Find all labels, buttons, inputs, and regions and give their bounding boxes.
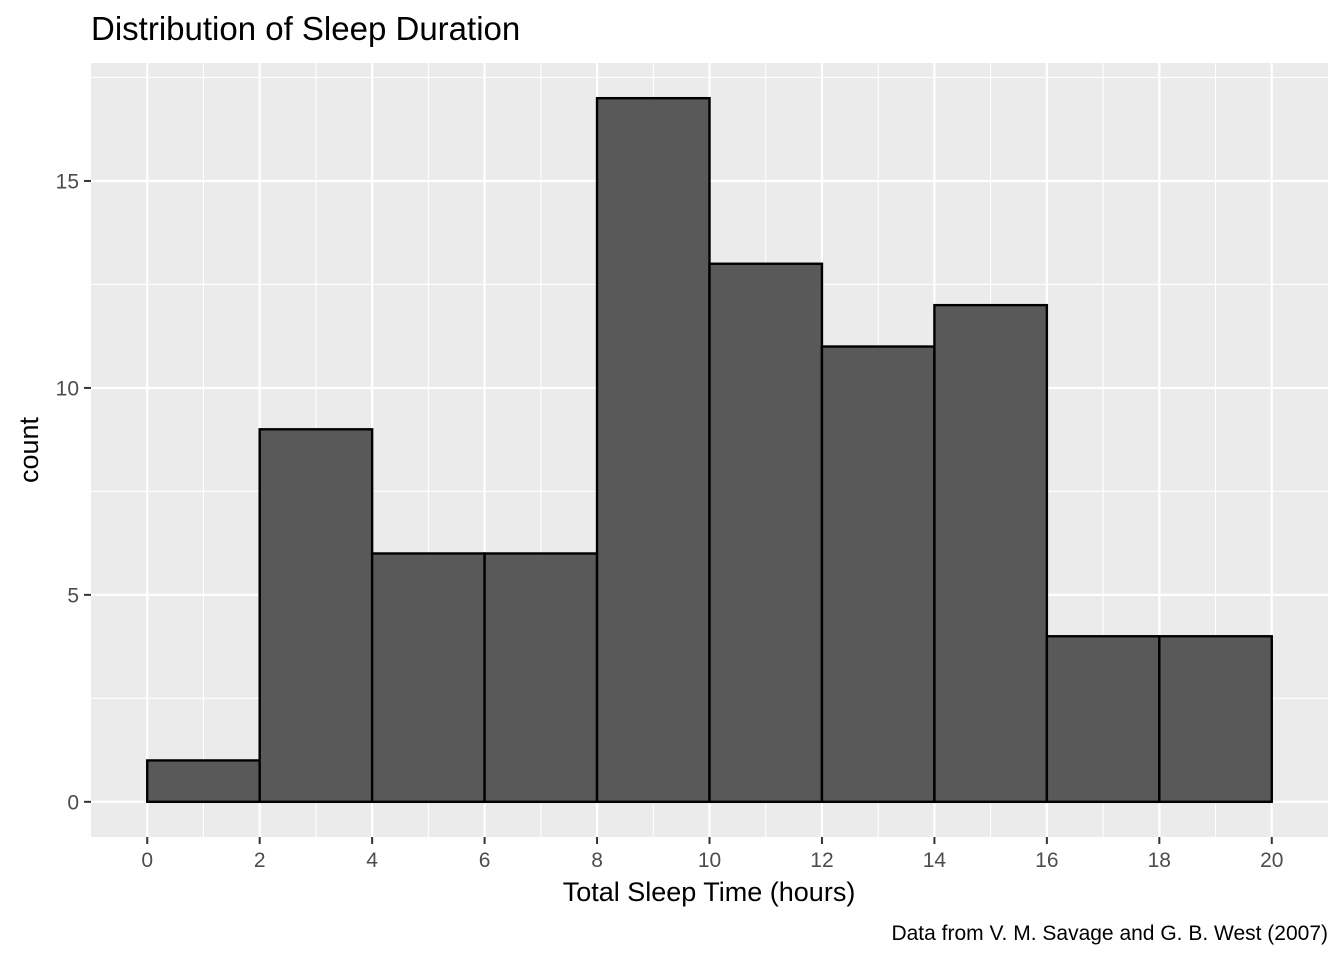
x-tick-label: 0: [141, 849, 153, 872]
x-tick-label: 4: [366, 849, 378, 872]
x-tick-label: 18: [1148, 849, 1171, 872]
y-tick-label: 15: [56, 170, 79, 193]
chart-title: Distribution of Sleep Duration: [91, 10, 520, 47]
x-tick-label: 2: [254, 849, 266, 872]
x-axis-ticks: 0 2 4 6 8 10 12 14 16 18 20: [141, 837, 1283, 872]
y-axis-ticks: 0 5 10 15: [56, 170, 91, 814]
y-tick-label: 0: [67, 791, 79, 814]
x-tick-label: 8: [591, 849, 603, 872]
histogram-bar: [258, 428, 374, 804]
x-tick-label: 14: [923, 849, 947, 872]
histogram-bar: [595, 96, 711, 804]
histogram-bars: [146, 96, 1273, 804]
y-tick-label: 5: [67, 584, 79, 607]
histogram-bar: [1158, 635, 1273, 804]
y-axis-title: count: [14, 416, 44, 483]
histogram-bar: [146, 759, 261, 804]
histogram-bar: [933, 303, 1049, 804]
histogram-bar: [370, 552, 486, 804]
x-tick-label: 6: [479, 849, 491, 872]
histogram-bar: [820, 345, 936, 804]
x-axis-title: Total Sleep Time (hours): [563, 877, 856, 907]
x-tick-label: 12: [810, 849, 833, 872]
histogram-bar: [483, 552, 599, 804]
chart-caption: Data from V. M. Savage and G. B. West (2…: [891, 922, 1328, 945]
x-tick-label: 16: [1035, 849, 1058, 872]
histogram-bar: [1045, 635, 1161, 804]
x-tick-label: 20: [1260, 849, 1283, 872]
x-tick-label: 10: [698, 849, 721, 872]
y-tick-label: 10: [56, 377, 79, 400]
histogram-bar: [708, 262, 824, 804]
